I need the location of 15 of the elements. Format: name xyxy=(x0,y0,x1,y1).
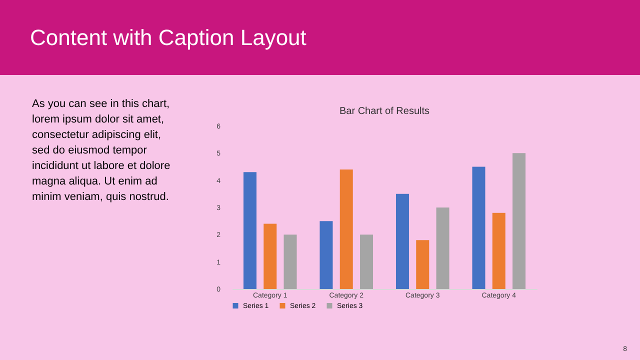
chart-title: Bar Chart of Results xyxy=(339,106,430,117)
text: Content with Caption Layout xyxy=(30,25,306,50)
bar xyxy=(492,212,506,289)
bar xyxy=(320,221,333,289)
bar xyxy=(436,208,450,289)
bar xyxy=(472,166,486,289)
bar xyxy=(243,172,256,289)
bar xyxy=(284,234,297,289)
text: As you can see in this chart, lorem ipsum dolor sit amet, consectetur adipiscing elit, sed do eiusmod tempor incididunt ut labore et dolore magna aliqua. Ut enim ad minim veniam, quis nostrud. xyxy=(32,98,170,203)
bar xyxy=(396,194,409,289)
bar xyxy=(512,153,526,289)
bar xyxy=(360,234,374,289)
bar xyxy=(416,240,430,289)
bar xyxy=(264,224,277,289)
bar xyxy=(340,169,353,289)
